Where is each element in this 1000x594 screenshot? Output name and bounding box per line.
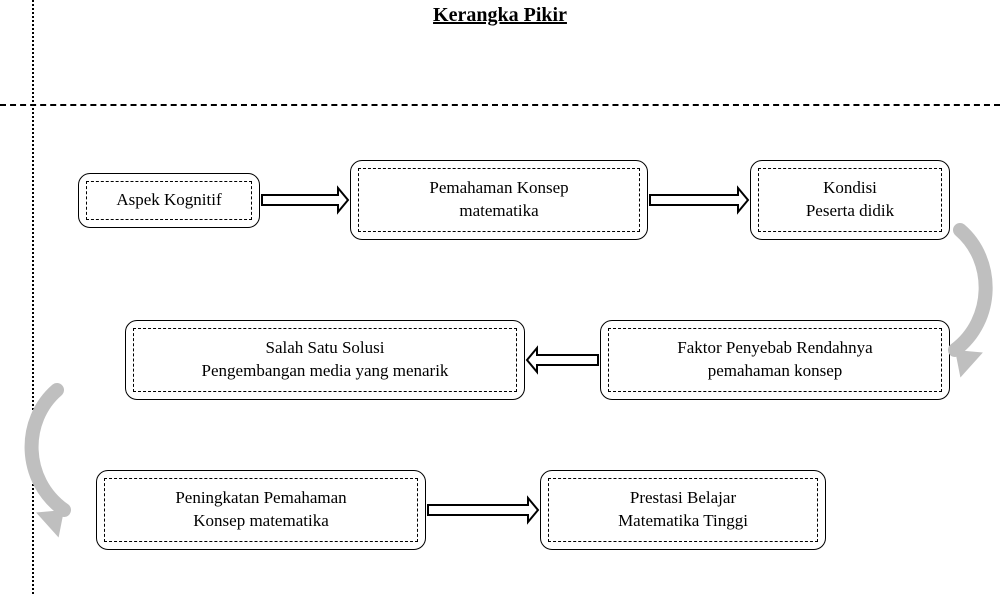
arrow-e4	[527, 348, 598, 372]
node-salah-satu-solusi: Salah Satu Solusi Pengembangan media yan…	[125, 320, 525, 400]
node-kondisi-peserta-didik: Kondisi Peserta didik	[750, 160, 950, 240]
arrow-e6	[428, 498, 538, 522]
node-prestasi-belajar: Prestasi Belajar Matematika Tinggi	[540, 470, 826, 550]
node-label: Prestasi Belajar Matematika Tinggi	[618, 487, 748, 533]
node-label: Peningkatan Pemahaman Konsep matematika	[175, 487, 346, 533]
arrow-e3-body	[955, 230, 986, 350]
node-pemahaman-konsep: Pemahaman Konsep matematika	[350, 160, 648, 240]
node-label: Aspek Kognitif	[116, 189, 221, 212]
node-label: Faktor Penyebab Rendahnya pemahaman kons…	[677, 337, 872, 383]
vertical-dotted-guide	[32, 0, 34, 594]
arrow-e5-head	[36, 510, 64, 537]
arrow-e3-head	[955, 350, 983, 377]
node-peningkatan-pemahaman: Peningkatan Pemahaman Konsep matematika	[96, 470, 426, 550]
page-title: Kerangka Pikir	[433, 4, 567, 27]
node-label: Pemahaman Konsep matematika	[429, 177, 568, 223]
arrow-e2	[650, 188, 748, 212]
arrow-e1	[262, 188, 348, 212]
node-label: Kondisi Peserta didik	[806, 177, 894, 223]
arrow-e5-body	[32, 390, 64, 510]
node-faktor-penyebab: Faktor Penyebab Rendahnya pemahaman kons…	[600, 320, 950, 400]
horizontal-dashed-guide	[0, 104, 1000, 106]
node-aspek-kognitif: Aspek Kognitif	[78, 173, 260, 228]
node-label: Salah Satu Solusi Pengembangan media yan…	[202, 337, 449, 383]
